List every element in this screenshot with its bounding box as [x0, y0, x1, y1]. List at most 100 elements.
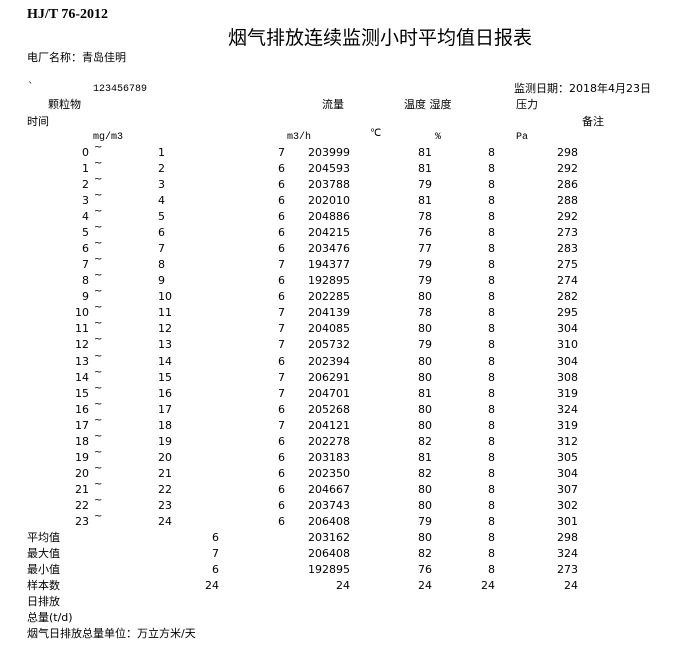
flow-value: 205268 [308, 402, 350, 416]
summary-label: 最小值 [27, 563, 60, 576]
hour-start: 20 [75, 466, 89, 480]
hour-start: 3 [82, 194, 89, 208]
report-title: 烟气排放连续监测小时平均值日报表 [228, 27, 533, 49]
humidity-value: 8 [488, 146, 495, 159]
temp-value: 82 [418, 434, 432, 448]
range-tilde: ~ [94, 190, 103, 202]
pressure-value: 324 [557, 402, 578, 416]
temp-value: 78 [418, 210, 432, 224]
pressure-value: 301 [557, 514, 578, 528]
daily-total-label-1: 日排放 [27, 595, 60, 608]
particulate-value: 6 [278, 194, 285, 208]
humidity-value: 8 [488, 290, 495, 304]
flow-value: 204121 [308, 418, 350, 432]
range-tilde: ~ [94, 414, 103, 426]
flow-value: 206291 [308, 370, 350, 384]
range-tilde: ~ [94, 446, 103, 458]
humidity-value: 8 [488, 274, 495, 288]
summary-flow: 24 [336, 579, 350, 592]
summary-pressure: 298 [557, 531, 578, 544]
particulate-value: 7 [278, 386, 285, 400]
hour-start: 18 [75, 434, 89, 448]
range-tilde: ~ [94, 302, 103, 314]
header-remarks: 备注 [582, 115, 604, 128]
humidity-value: 8 [488, 514, 495, 528]
particulate-value: 6 [278, 498, 285, 512]
hour-start: 6 [82, 242, 89, 256]
hour-end: 21 [158, 466, 172, 480]
humidity-value: 8 [488, 418, 495, 432]
particulate-value: 7 [278, 370, 285, 384]
particulate-value: 6 [278, 354, 285, 368]
temp-value: 80 [418, 370, 432, 384]
particulate-value: 6 [278, 402, 285, 416]
hour-end: 17 [158, 402, 172, 416]
hour-start: 7 [82, 258, 89, 272]
hour-end: 16 [158, 386, 172, 400]
humidity-value: 8 [488, 434, 495, 448]
temp-value: 79 [418, 178, 432, 192]
range-tilde: ~ [94, 222, 103, 234]
temp-value: 79 [418, 338, 432, 352]
summary-temp: 24 [418, 579, 432, 592]
flow-value: 202278 [308, 434, 350, 448]
range-tilde: ~ [94, 510, 103, 522]
pressure-value: 288 [557, 194, 578, 208]
temp-value: 76 [418, 226, 432, 240]
pressure-value: 307 [557, 482, 578, 496]
range-tilde: ~ [94, 398, 103, 410]
unit-temp: ℃ [370, 129, 382, 140]
humidity-value: 8 [488, 258, 495, 272]
hour-start: 17 [75, 418, 89, 432]
humidity-value: 8 [488, 482, 495, 496]
header-time: 时间 [27, 115, 49, 128]
hour-start: 0 [82, 146, 89, 159]
particulate-value: 7 [278, 418, 285, 432]
flow-value: 203743 [308, 498, 350, 512]
flow-value: 203183 [308, 450, 350, 464]
plant-name: 电厂名称：青岛佳明 [27, 51, 126, 64]
summary-flow: 206408 [308, 547, 350, 560]
pressure-value: 305 [557, 450, 578, 464]
pressure-value: 283 [557, 242, 578, 256]
humidity-value: 8 [488, 354, 495, 368]
temp-value: 78 [418, 306, 432, 320]
range-tilde: ~ [94, 478, 103, 490]
pressure-value: 286 [557, 178, 578, 192]
temp-value: 80 [418, 402, 432, 416]
header-pressure: 压力 [516, 98, 538, 111]
hour-end: 19 [158, 434, 172, 448]
flow-value: 205732 [308, 338, 350, 352]
range-tilde: ~ [94, 382, 103, 394]
flow-value: 192895 [308, 274, 350, 288]
summary-humidity: 8 [488, 547, 495, 560]
hour-end: 13 [158, 338, 172, 352]
range-tilde: ~ [94, 206, 103, 218]
temp-value: 79 [418, 258, 432, 272]
hour-start: 9 [82, 290, 89, 304]
hour-end: 10 [158, 290, 172, 304]
hour-start: 14 [75, 370, 89, 384]
hour-end: 18 [158, 418, 172, 432]
range-tilde: ~ [94, 334, 103, 346]
summary-particulate: 6 [212, 563, 219, 576]
hour-start: 12 [75, 338, 89, 352]
temp-value: 80 [418, 498, 432, 512]
hour-end: 22 [158, 482, 172, 496]
range-tilde: ~ [94, 350, 103, 362]
hour-end: 7 [158, 242, 165, 256]
flow-value: 203999 [308, 146, 350, 159]
humidity-value: 8 [488, 226, 495, 240]
hour-start: 23 [75, 514, 89, 528]
particulate-value: 6 [278, 450, 285, 464]
daily-total-label-2: 总量(t/d) [27, 611, 73, 624]
flow-value: 204139 [308, 306, 350, 320]
humidity-value: 8 [488, 178, 495, 192]
hour-end: 8 [158, 258, 165, 272]
range-tilde: ~ [94, 142, 103, 153]
particulate-value: 6 [278, 226, 285, 240]
hour-start: 11 [75, 322, 89, 336]
humidity-value: 8 [488, 386, 495, 400]
humidity-value: 8 [488, 338, 495, 352]
unit-note: 烟气日排放总量单位：万立方米/天 [27, 627, 196, 640]
